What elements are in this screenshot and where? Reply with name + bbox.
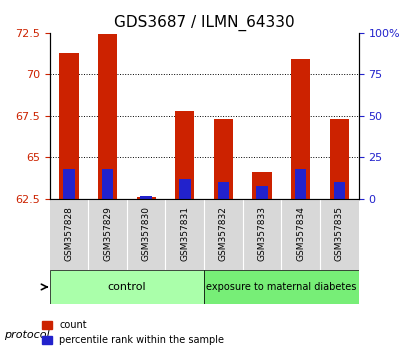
Text: control: control [107,282,146,292]
Bar [137,197,156,199]
Text: GSM357832: GSM357832 [219,206,228,261]
Bar [98,34,117,199]
Bar [63,169,75,199]
Bar [334,182,345,199]
Bar [252,172,272,199]
Bar [59,52,78,199]
FancyBboxPatch shape [50,270,204,304]
Bar [295,169,307,199]
Legend: count, percentile rank within the sample: count, percentile rank within the sample [38,316,228,349]
Bar [291,59,310,199]
Text: GSM357834: GSM357834 [296,206,305,261]
Bar [330,119,349,199]
Bar [175,111,195,199]
Bar [179,179,190,199]
Text: protocol: protocol [4,330,50,339]
Text: GSM357828: GSM357828 [64,206,73,261]
Bar [102,169,113,199]
FancyBboxPatch shape [204,270,359,304]
Text: GSM357829: GSM357829 [103,206,112,261]
Bar [140,196,152,199]
Bar [256,185,268,199]
Bar [214,119,233,199]
Text: GSM357830: GSM357830 [142,206,151,261]
Text: exposure to maternal diabetes: exposure to maternal diabetes [206,282,356,292]
Title: GDS3687 / ILMN_64330: GDS3687 / ILMN_64330 [114,15,294,31]
Text: GSM357831: GSM357831 [180,206,189,261]
Bar [217,182,229,199]
Text: GSM357833: GSM357833 [258,206,266,261]
Text: GSM357835: GSM357835 [335,206,344,261]
